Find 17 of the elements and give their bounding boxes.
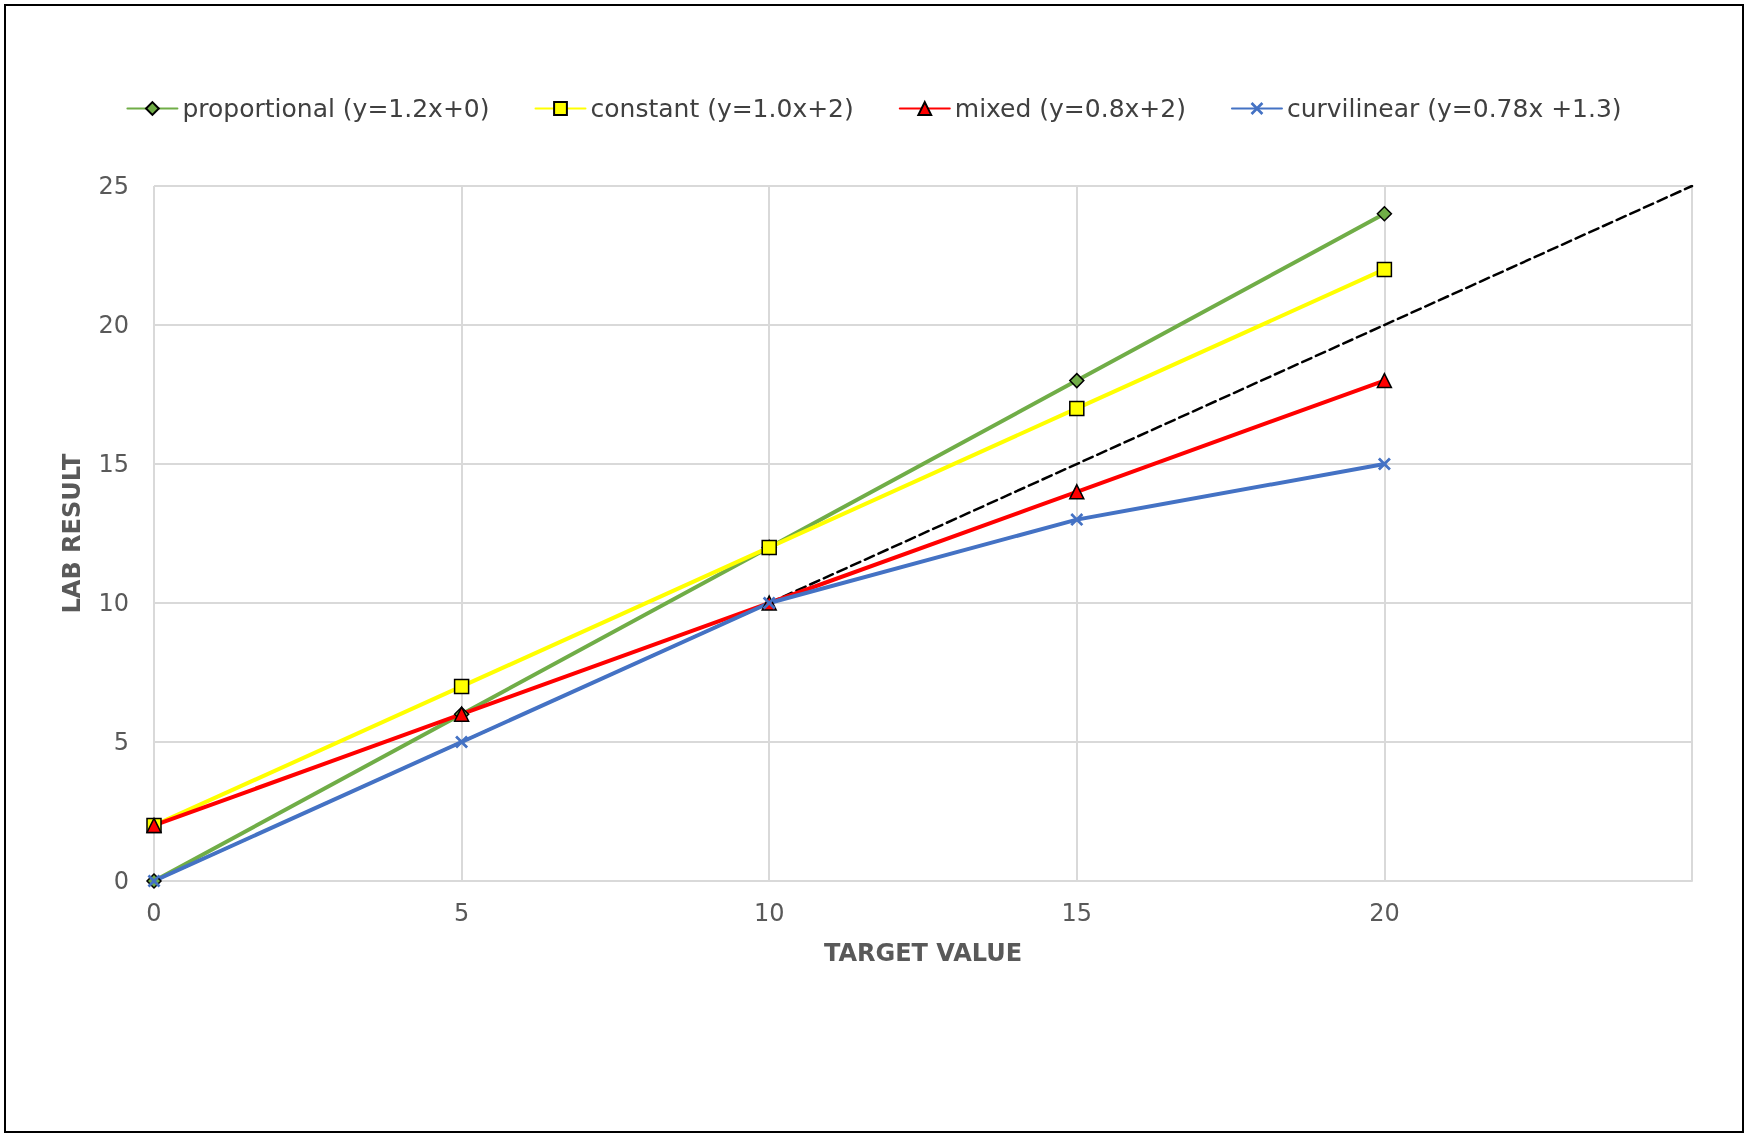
- y-tick-label: 25: [98, 172, 129, 200]
- y-tick-label: 0: [113, 867, 129, 895]
- x-tick-label: 20: [1369, 899, 1400, 927]
- x-tick-label: 10: [753, 899, 785, 927]
- y-axis-title: LAB RESULT: [58, 452, 86, 614]
- x-axis-title: TARGET VALUE: [823, 939, 1023, 967]
- x-tick-label: 5: [453, 899, 470, 927]
- legend-label: proportional (y=1.2x+0): [182, 94, 490, 123]
- y-tick-label: 15: [98, 450, 129, 478]
- x-tick-label: 0: [146, 899, 162, 927]
- legend-label: mixed (y=0.8x+2): [954, 94, 1186, 123]
- y-tick-label: 20: [98, 311, 129, 339]
- legend-label: constant (y=1.0x+2): [590, 94, 854, 123]
- legend-label: curvilinear (y=0.78x +1.3): [1286, 94, 1622, 123]
- y-tick-label: 5: [113, 728, 129, 756]
- x-tick-label: 15: [1061, 899, 1093, 927]
- y-tick-label: 10: [98, 589, 129, 617]
